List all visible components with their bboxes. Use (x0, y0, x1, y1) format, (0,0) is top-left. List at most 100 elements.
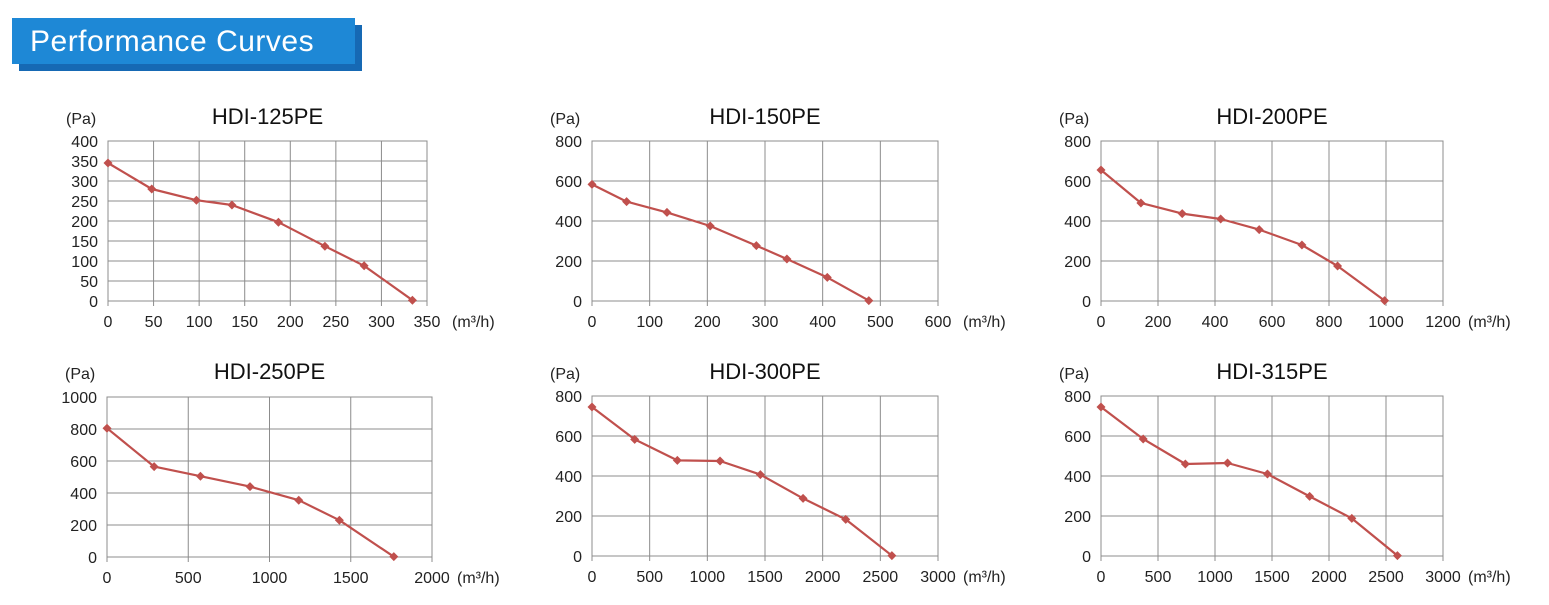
y-tick-label: 600 (555, 429, 582, 446)
y-tick-label: 150 (71, 234, 98, 251)
data-point-marker (622, 197, 632, 207)
y-tick-label: 800 (555, 389, 582, 406)
x-axis-unit: (m³/h) (1468, 314, 1511, 331)
data-point-marker (672, 455, 682, 465)
data-point-marker (841, 514, 851, 524)
data-point-marker (103, 158, 113, 168)
x-tick-label: 0 (1097, 314, 1106, 331)
y-tick-label: 400 (1064, 214, 1091, 231)
data-point-marker (227, 200, 237, 210)
x-tick-label: 1000 (252, 570, 288, 587)
data-point-marker (195, 471, 205, 481)
y-tick-label: 200 (1064, 509, 1091, 526)
y-axis-unit: (Pa) (550, 366, 580, 383)
data-point-marker (1223, 458, 1233, 468)
y-axis-unit: (Pa) (1059, 111, 1089, 128)
data-point-marker (245, 482, 255, 492)
y-tick-label: 0 (573, 294, 582, 311)
data-point-marker (1380, 296, 1390, 306)
y-tick-label: 800 (555, 134, 582, 151)
y-tick-label: 400 (1064, 469, 1091, 486)
y-tick-label: 200 (1064, 254, 1091, 271)
chart-title: HDI-200PE (1216, 104, 1327, 129)
data-point-marker (407, 295, 417, 305)
y-tick-label: 350 (71, 154, 98, 171)
data-point-marker (1096, 165, 1106, 175)
data-point-marker (102, 423, 112, 433)
y-axis-unit: (Pa) (1059, 366, 1089, 383)
data-point-marker (1254, 225, 1264, 235)
y-tick-label: 0 (573, 549, 582, 566)
data-point-marker (1347, 513, 1357, 523)
y-tick-label: 200 (555, 509, 582, 526)
x-tick-label: 2000 (805, 569, 841, 586)
y-tick-label: 400 (555, 469, 582, 486)
y-tick-label: 800 (70, 422, 97, 439)
y-tick-label: 50 (80, 274, 98, 291)
x-tick-label: 1200 (1425, 314, 1461, 331)
y-tick-label: 0 (1082, 549, 1091, 566)
plot-frame (107, 140, 428, 302)
y-tick-label: 200 (70, 518, 97, 535)
y-tick-label: 400 (70, 486, 97, 503)
data-point-marker (273, 217, 283, 227)
chart-hdi-250pe: HDI-250PE (Pa) 0 200 400 600 800 1000 0 500 1000 15… (40, 355, 540, 605)
y-tick-label: 100 (71, 254, 98, 271)
x-tick-label: 0 (103, 570, 112, 587)
data-point-marker (149, 462, 159, 472)
chart-svg: HDI-315PE (Pa) 0 200 400 600 800 0 500 1000 1500 20… (1059, 359, 1511, 586)
x-tick-label: 250 (323, 314, 350, 331)
x-tick-label: 200 (1145, 314, 1172, 331)
x-tick-label: 600 (1259, 314, 1286, 331)
x-tick-label: 50 (145, 314, 163, 331)
x-tick-label: 800 (1316, 314, 1343, 331)
x-tick-label: 1500 (1254, 569, 1290, 586)
plot-frame (106, 396, 433, 558)
data-point-marker (587, 402, 597, 412)
y-axis-unit: (Pa) (65, 366, 95, 383)
data-point-marker (147, 184, 157, 194)
chart-hdi-150pe: HDI-150PE (Pa) 0 200 400 600 800 0 100 200 300 400 5… (530, 100, 1030, 350)
x-tick-label: 600 (925, 314, 952, 331)
data-point-marker (630, 434, 640, 444)
data-point-marker (1333, 261, 1343, 271)
data-point-marker (662, 207, 672, 217)
y-tick-label: 600 (555, 174, 582, 191)
series-line (591, 183, 870, 302)
data-point-marker (1177, 209, 1187, 219)
data-point-marker (359, 261, 369, 271)
data-point-marker (1138, 434, 1148, 444)
series-line (107, 162, 414, 302)
x-tick-label: 0 (1097, 569, 1106, 586)
x-tick-label: 500 (867, 314, 894, 331)
chart-title: HDI-150PE (709, 104, 820, 129)
data-point-marker (389, 552, 399, 562)
x-tick-label: 0 (588, 314, 597, 331)
x-tick-label: 1000 (1197, 569, 1233, 586)
data-point-marker (705, 221, 715, 231)
page-title: Performance Curves (30, 25, 315, 58)
x-tick-label: 400 (809, 314, 836, 331)
chart-svg: HDI-200PE (Pa) 0 200 400 600 800 0 200 400 600 800 1… (1059, 104, 1511, 331)
x-tick-label: 100 (636, 314, 663, 331)
x-tick-label: 3000 (920, 569, 956, 586)
x-tick-label: 0 (104, 314, 113, 331)
y-tick-label: 400 (555, 214, 582, 231)
chart-title: HDI-125PE (212, 104, 323, 129)
x-tick-label: 1500 (333, 570, 369, 587)
data-point-marker (1297, 240, 1307, 250)
plot-frame (591, 140, 939, 302)
data-point-marker (1392, 551, 1402, 561)
chart-svg: HDI-150PE (Pa) 0 200 400 600 800 0 100 200 300 400 5… (550, 104, 1006, 331)
data-point-marker (1136, 198, 1146, 208)
x-axis-unit: (m³/h) (963, 314, 1006, 331)
data-point-marker (887, 551, 897, 561)
x-tick-label: 400 (1202, 314, 1229, 331)
x-tick-label: 500 (175, 570, 202, 587)
chart-hdi-200pe: HDI-200PE (Pa) 0 200 400 600 800 0 200 400 600 800 1… (1040, 100, 1540, 350)
x-tick-label: 300 (368, 314, 395, 331)
x-tick-label: 3000 (1425, 569, 1461, 586)
x-tick-label: 150 (231, 314, 258, 331)
data-point-marker (191, 195, 201, 205)
x-tick-label: 0 (588, 569, 597, 586)
